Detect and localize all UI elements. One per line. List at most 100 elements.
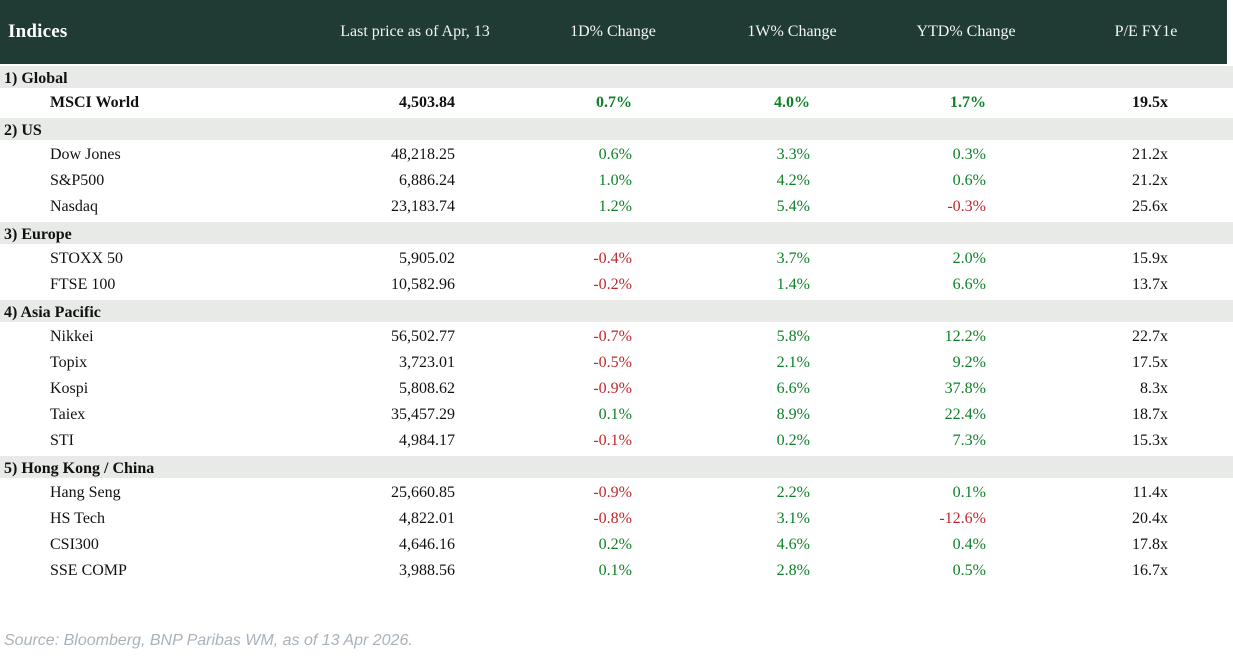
1d-change-value: 0.1%: [598, 406, 632, 423]
section-header-row: 4) Asia Pacific: [0, 298, 1233, 324]
index-name: Nikkei: [50, 328, 94, 345]
1w-change-value: 0.2%: [776, 432, 810, 449]
1d-change-value: -0.1%: [593, 432, 632, 449]
ytd-change-value: -12.6%: [939, 510, 986, 527]
column-header-1w-change: 1W% Change: [747, 23, 837, 40]
index-row: S&P500 6,886.24 1.0% 4.2% 0.6% 21.2x: [0, 168, 1233, 194]
ytd-change-value: 0.1%: [952, 484, 986, 501]
index-row: Kospi 5,808.62 -0.9% 6.6% 37.8% 8.3x: [0, 376, 1233, 402]
ytd-change-value: 1.7%: [950, 94, 986, 111]
pe-value: 17.5x: [1132, 354, 1168, 371]
ytd-change-value: -0.3%: [947, 198, 986, 215]
index-row: MSCI World 4,503.84 0.7% 4.0% 1.7% 19.5x: [0, 90, 1233, 116]
last-price-value: 5,808.62: [399, 380, 455, 397]
ytd-change-value: 9.2%: [952, 354, 986, 371]
1d-change-value: 1.2%: [598, 198, 632, 215]
last-price-value: 56,502.77: [391, 328, 455, 345]
index-row: Taiex 35,457.29 0.1% 8.9% 22.4% 18.7x: [0, 402, 1233, 428]
1w-change-value: 4.2%: [776, 172, 810, 189]
index-name: STI: [50, 432, 74, 449]
pe-value: 15.3x: [1132, 432, 1168, 449]
last-price-value: 4,646.16: [399, 536, 455, 553]
index-row: Dow Jones 48,218.25 0.6% 3.3% 0.3% 21.2x: [0, 142, 1233, 168]
1w-change-value: 5.8%: [776, 328, 810, 345]
1w-change-value: 2.1%: [776, 354, 810, 371]
index-row: SSE COMP 3,988.56 0.1% 2.8% 0.5% 16.7x: [0, 558, 1233, 584]
index-name: FTSE 100: [50, 276, 116, 293]
last-price-value: 10,582.96: [391, 276, 455, 293]
ytd-change-value: 0.3%: [952, 146, 986, 163]
index-name: HS Tech: [50, 510, 106, 527]
ytd-change-value: 12.2%: [944, 328, 986, 345]
last-price-value: 3,723.01: [399, 354, 455, 371]
pe-value: 21.2x: [1132, 172, 1168, 189]
1d-change-value: 1.0%: [598, 172, 632, 189]
index-name: Nasdaq: [50, 198, 98, 215]
index-row: Nasdaq 23,183.74 1.2% 5.4% -0.3% 25.6x: [0, 194, 1233, 220]
index-name: Hang Seng: [50, 484, 121, 501]
section-header-row: 1) Global: [0, 64, 1233, 90]
last-price-value: 3,988.56: [399, 562, 455, 579]
1w-change-value: 3.3%: [776, 146, 810, 163]
1d-change-value: -0.9%: [593, 484, 632, 501]
1d-change-value: 0.1%: [598, 562, 632, 579]
1d-change-value: -0.2%: [593, 276, 632, 293]
last-price-value: 48,218.25: [391, 146, 455, 163]
last-price-value: 35,457.29: [391, 406, 455, 423]
1w-change-value: 5.4%: [776, 198, 810, 215]
index-row: FTSE 100 10,582.96 -0.2% 1.4% 6.6% 13.7x: [0, 272, 1233, 298]
index-name: MSCI World: [50, 94, 140, 111]
index-name: S&P500: [50, 172, 105, 189]
1w-change-value: 4.0%: [774, 94, 810, 111]
pe-value: 11.4x: [1132, 484, 1168, 501]
pe-value: 16.7x: [1132, 562, 1168, 579]
1d-change-value: 0.6%: [598, 146, 632, 163]
column-header-ytd-change: YTD% Change: [916, 23, 1016, 40]
pe-value: 21.2x: [1132, 146, 1168, 163]
index-name: Topix: [50, 354, 88, 371]
column-header-1d-change: 1D% Change: [570, 23, 656, 40]
1w-change-value: 8.9%: [776, 406, 810, 423]
ytd-change-value: 0.4%: [952, 536, 986, 553]
last-price-value: 5,905.02: [399, 250, 455, 267]
ytd-change-value: 37.8%: [944, 380, 986, 397]
index-row: Nikkei 56,502.77 -0.7% 5.8% 12.2% 22.7x: [0, 324, 1233, 350]
index-row: STOXX 50 5,905.02 -0.4% 3.7% 2.0% 15.9x: [0, 246, 1233, 272]
section-header-row: 3) Europe: [0, 220, 1233, 246]
1d-change-value: -0.8%: [593, 510, 632, 527]
pe-value: 15.9x: [1132, 250, 1168, 267]
index-name: Taiex: [50, 406, 86, 423]
ytd-change-value: 0.6%: [952, 172, 986, 189]
index-row: CSI300 4,646.16 0.2% 4.6% 0.4% 17.8x: [0, 532, 1233, 558]
pe-value: 8.3x: [1140, 380, 1168, 397]
index-row: Topix 3,723.01 -0.5% 2.1% 9.2% 17.5x: [0, 350, 1233, 376]
last-price-value: 4,822.01: [399, 510, 455, 527]
index-name: Kospi: [50, 380, 89, 397]
1d-change-value: 0.7%: [596, 94, 632, 111]
pe-value: 19.5x: [1132, 94, 1168, 111]
last-price-value: 4,984.17: [399, 432, 455, 449]
pe-value: 22.7x: [1132, 328, 1168, 345]
last-price-value: 4,503.84: [399, 94, 455, 111]
index-name: STOXX 50: [50, 250, 124, 267]
column-header-pe-fy1e: P/E FY1e: [1114, 23, 1178, 40]
column-header-last-price: Last price as of Apr, 13: [340, 23, 490, 40]
ytd-change-value: 2.0%: [952, 250, 986, 267]
1w-change-value: 4.6%: [776, 536, 810, 553]
table-header-bar: Indices Last price as of Apr, 13 1D% Cha…: [0, 0, 1227, 64]
1w-change-value: 3.7%: [776, 250, 810, 267]
last-price-value: 23,183.74: [391, 198, 455, 215]
ytd-change-value: 0.5%: [952, 562, 986, 579]
1d-change-value: -0.4%: [593, 250, 632, 267]
last-price-value: 6,886.24: [399, 172, 455, 189]
table-title: Indices: [8, 21, 68, 42]
1w-change-value: 6.6%: [776, 380, 810, 397]
1d-change-value: 0.2%: [598, 536, 632, 553]
indices-table-body: 1) Global MSCI World 4,503.84 0.7% 4.0% 1.7% 1…: [0, 64, 1233, 584]
index-name: SSE COMP: [50, 562, 127, 579]
ytd-change-value: 6.6%: [952, 276, 986, 293]
section-header-row: 5) Hong Kong / China: [0, 454, 1233, 480]
pe-value: 20.4x: [1132, 510, 1168, 527]
index-name: Dow Jones: [50, 146, 121, 163]
1w-change-value: 2.2%: [776, 484, 810, 501]
